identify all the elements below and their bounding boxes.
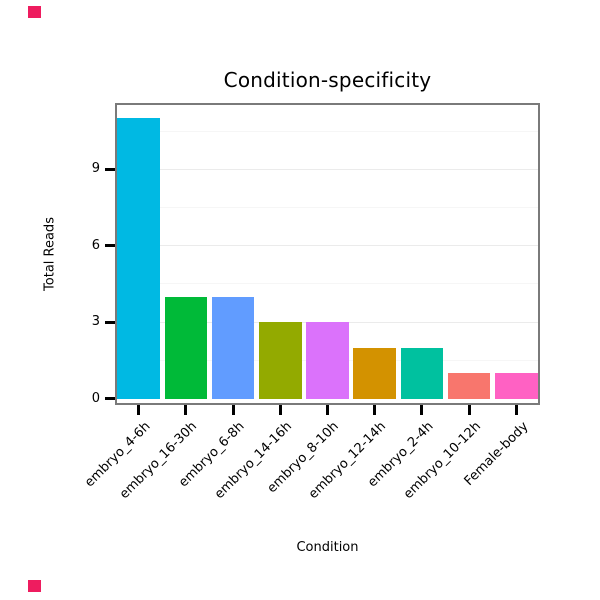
x-axis-tick <box>231 405 235 415</box>
bar-embryo_14-16h <box>259 322 302 399</box>
bar-embryo_12-14h <box>353 347 396 399</box>
corner-marker-top <box>28 6 41 18</box>
bar-embryo_6-8h <box>211 296 255 399</box>
corner-marker-bottom <box>28 580 41 592</box>
bar-embryo_4-6h <box>117 118 160 399</box>
y-axis-tick <box>105 167 115 171</box>
bar-embryo_10-12h <box>447 373 491 399</box>
x-axis-label: Condition <box>296 540 359 555</box>
gridline-minor <box>115 283 540 285</box>
x-axis-tick <box>184 405 188 415</box>
y-axis-tick <box>105 320 115 324</box>
bar-female-body <box>495 373 538 399</box>
x-axis-tick <box>373 405 377 415</box>
x-axis-tick <box>137 405 141 415</box>
bar-embryo_8-10h <box>306 322 349 399</box>
chart-title: Condition-specificity <box>223 68 432 92</box>
y-tick-label: 9 <box>91 161 100 177</box>
x-axis-tick <box>278 405 282 415</box>
gridline-minor <box>115 206 540 208</box>
y-tick-label: 6 <box>91 237 100 253</box>
x-axis-tick <box>420 405 424 415</box>
y-axis-label: Total Reads <box>42 217 58 291</box>
bar-embryo_16-30h <box>164 296 208 399</box>
gridline-major <box>115 168 540 170</box>
gridline-major <box>115 245 540 247</box>
panel-border <box>115 103 540 405</box>
bar-embryo_2-4h <box>400 347 444 399</box>
y-tick-label: 0 <box>91 390 100 406</box>
x-axis-tick <box>326 405 329 415</box>
y-axis-tick <box>105 244 115 248</box>
gridline-minor <box>115 130 540 132</box>
y-axis-tick <box>105 397 115 401</box>
y-tick-label: 3 <box>91 314 100 330</box>
x-axis-tick <box>514 405 518 415</box>
x-axis-tick <box>467 405 471 415</box>
